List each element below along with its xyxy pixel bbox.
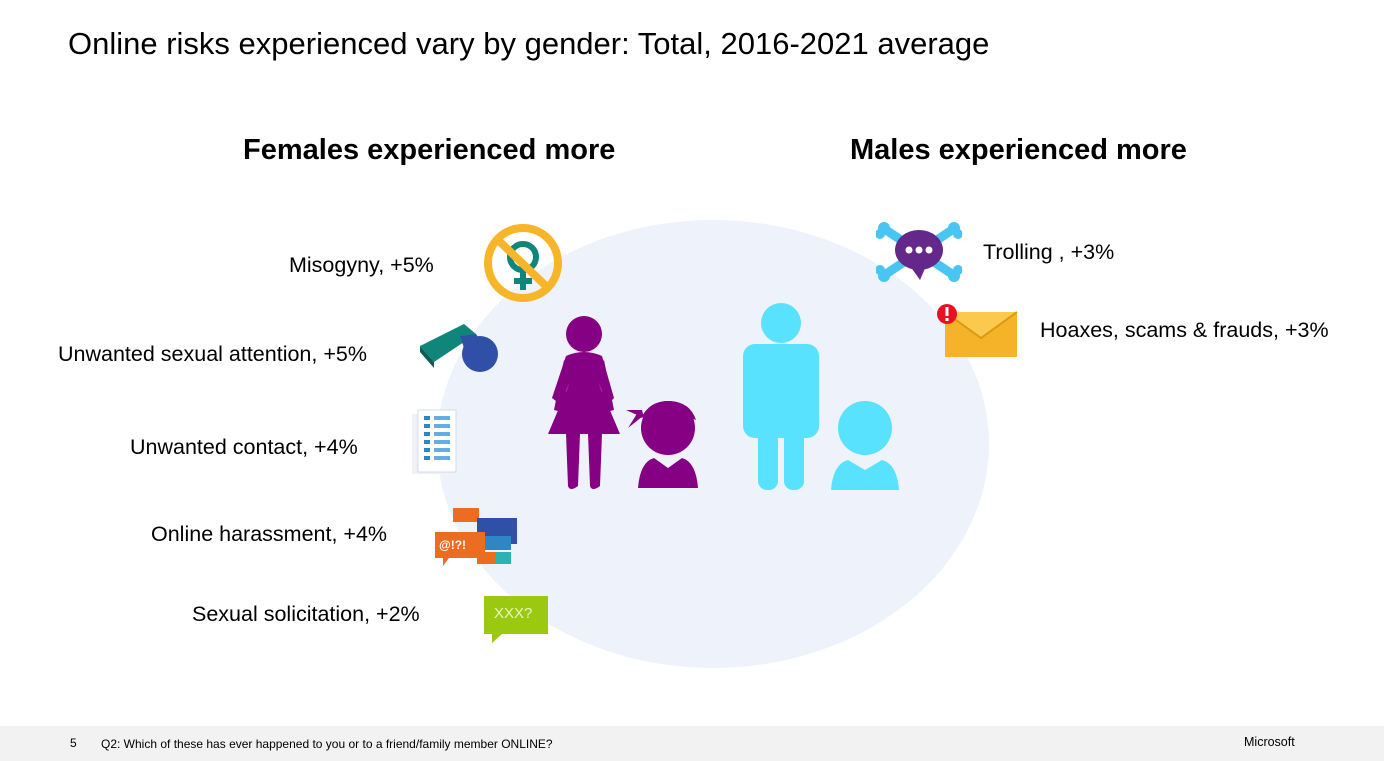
female-column-heading: Females experienced more <box>243 134 616 166</box>
man-icon <box>743 303 819 490</box>
whistle-icon <box>420 324 498 372</box>
unwanted-contact-label: Unwanted contact, +4% <box>130 435 358 459</box>
skull-crossbones-chat-icon <box>876 222 962 282</box>
page-title: Online risks experienced vary by gender:… <box>68 26 990 61</box>
contact-list-icon <box>412 409 457 474</box>
trolling-label: Trolling , +3% <box>983 240 1115 264</box>
misogyny-icon <box>484 224 562 302</box>
unwanted-sexual-attention-label: Unwanted sexual attention, +5% <box>58 342 367 366</box>
male-column-heading: Males experienced more <box>850 134 1187 166</box>
solicitation-speech-bubble-icon: XXX? <box>484 596 550 644</box>
boy-icon <box>831 401 899 490</box>
misogyny-label: Misogyny, +5% <box>289 253 434 277</box>
sexual-solicitation-label: Sexual solicitation, +2% <box>192 602 420 626</box>
alert-envelope-icon <box>937 304 1018 357</box>
brand-name: Microsoft <box>1244 735 1295 749</box>
hoaxes-scams-frauds-label: Hoaxes, scams & frauds, +3% <box>1040 318 1329 342</box>
harassment-bubbles-graphic <box>435 508 517 566</box>
solicitation-bubble-graphic <box>484 596 548 643</box>
harassment-speech-bubbles-icon: @!?! <box>433 506 523 574</box>
online-harassment-label: Online harassment, +4% <box>151 522 388 546</box>
solicitation-icon-text: XXX? <box>494 605 533 622</box>
girl-icon <box>626 400 698 488</box>
woman-icon <box>548 316 620 489</box>
page-number: 5 <box>70 736 77 750</box>
footer-bar <box>0 726 1384 761</box>
footer-note: Q2: Which of these has ever happened to … <box>101 737 553 751</box>
harassment-icon-text: @!?! <box>439 538 467 552</box>
people-illustration <box>548 303 899 490</box>
